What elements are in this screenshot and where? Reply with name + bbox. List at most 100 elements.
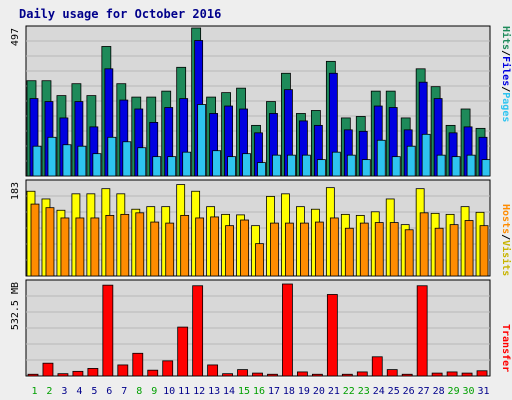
bar-transfer-21 [326,294,338,377]
bar-hosts-3 [60,217,70,277]
bar-transfer-3 [57,373,69,377]
bar-transfer-25 [386,369,398,377]
bar-transfer-22 [341,373,353,377]
bar-transfer-12 [192,285,204,377]
label-part: / [500,234,511,240]
day-label-19: 19 [298,386,310,397]
hits-files-pages-label: Hits/Files/Pages [500,26,512,122]
bar-hosts-24 [374,222,384,277]
bar-pages-25 [391,156,401,177]
bar-pages-17 [272,154,281,177]
hits-ymax-label: 497 [10,28,21,46]
bar-pages-13 [212,150,222,177]
bar-transfer-14 [222,373,233,377]
bar-transfer-18 [282,283,293,377]
visits-ymax-label: 183 [10,182,21,200]
day-label-26: 26 [403,386,415,397]
label-part: / [500,50,511,56]
bar-transfer-29 [446,371,458,377]
bar-hosts-30 [464,220,474,277]
label-part: Hits [500,26,512,50]
day-label-11: 11 [178,386,190,397]
day-label-24: 24 [373,386,385,397]
bar-hosts-29 [449,224,459,277]
bar-hosts-7 [120,213,130,277]
panels: 497 Hits/Files/Pages183Hosts/Visits532.5 … [10,25,512,378]
bar-pages-9 [152,156,162,177]
day-label-21: 21 [328,386,340,397]
day-label-3: 3 [61,386,67,397]
label-part: Pages [500,92,511,122]
bar-pages-18 [287,154,296,177]
bar-hosts-21 [329,217,339,277]
label-part: Visits [500,240,512,276]
panel-hits-files-pages: 497 Hits/Files/Pages [10,25,512,178]
label-part: Files [500,56,512,86]
bar-pages-14 [227,156,236,177]
day-axis: 1 2 3 4 5 6 7 8 9 10 11 12 13 14 15 16 17 18 19 20 21 22 23 24 2… [31,386,489,397]
bar-pages-31 [481,159,491,177]
bar-transfer-2 [42,362,54,377]
bar-hosts-6 [105,214,115,277]
bar-pages-2 [47,136,57,177]
day-label-12: 12 [193,386,205,397]
bar-hosts-18 [285,222,294,277]
bar-pages-22 [346,154,356,177]
bar-transfer-13 [207,364,219,377]
bar-transfer-7 [117,364,129,377]
day-label-14: 14 [223,386,235,397]
bar-hosts-14 [225,225,234,277]
bar-transfer-27 [416,285,428,377]
day-label-22: 22 [343,386,355,397]
bar-transfer-28 [431,372,443,377]
bar-pages-16 [257,162,266,177]
bar-transfer-4 [72,370,84,377]
bar-transfer-8 [132,352,144,377]
bar-pages-7 [122,141,132,177]
day-label-29: 29 [448,386,460,397]
bar-pages-5 [92,153,102,177]
bar-pages-11 [182,151,192,177]
bar-hosts-12 [195,217,205,277]
bar-transfer-23 [356,371,368,377]
bar-hosts-15 [240,219,249,277]
day-label-8: 8 [136,386,142,397]
bar-hosts-27 [419,212,429,277]
bar-hosts-20 [314,221,324,277]
bar-transfer-15 [237,369,248,377]
bar-transfer-6 [102,284,114,377]
bar-hosts-25 [389,222,399,277]
bar-hosts-28 [434,227,444,277]
label-part: Hosts [500,204,511,234]
bar-hosts-2 [45,207,55,277]
day-label-9: 9 [151,386,157,397]
bar-transfer-11 [177,326,189,377]
bar-hosts-22 [344,227,354,277]
bar-transfer-1 [27,373,39,377]
day-label-13: 13 [208,386,220,397]
bar-hosts-11 [180,214,190,277]
bar-transfer-26 [401,373,413,377]
day-label-16: 16 [253,386,265,397]
day-label-30: 30 [463,386,475,397]
visits-hosts-label: Hosts/Visits [500,204,512,276]
bar-pages-20 [316,159,326,177]
day-label-4: 4 [76,386,82,397]
bar-transfer-31 [476,370,488,377]
bar-pages-30 [466,154,476,177]
bar-hosts-16 [255,243,264,277]
day-label-28: 28 [433,386,445,397]
day-label-5: 5 [91,386,97,397]
bar-hosts-9 [150,221,160,277]
bar-pages-23 [361,159,371,177]
bar-hosts-17 [270,222,279,277]
bar-pages-4 [77,145,87,177]
bar-hosts-10 [165,222,175,277]
bar-hosts-4 [75,217,85,277]
day-label-15: 15 [238,386,250,397]
bar-transfer-10 [162,360,174,377]
label-part: / [500,86,511,92]
day-label-23: 23 [358,386,370,397]
day-label-1: 1 [31,386,37,397]
